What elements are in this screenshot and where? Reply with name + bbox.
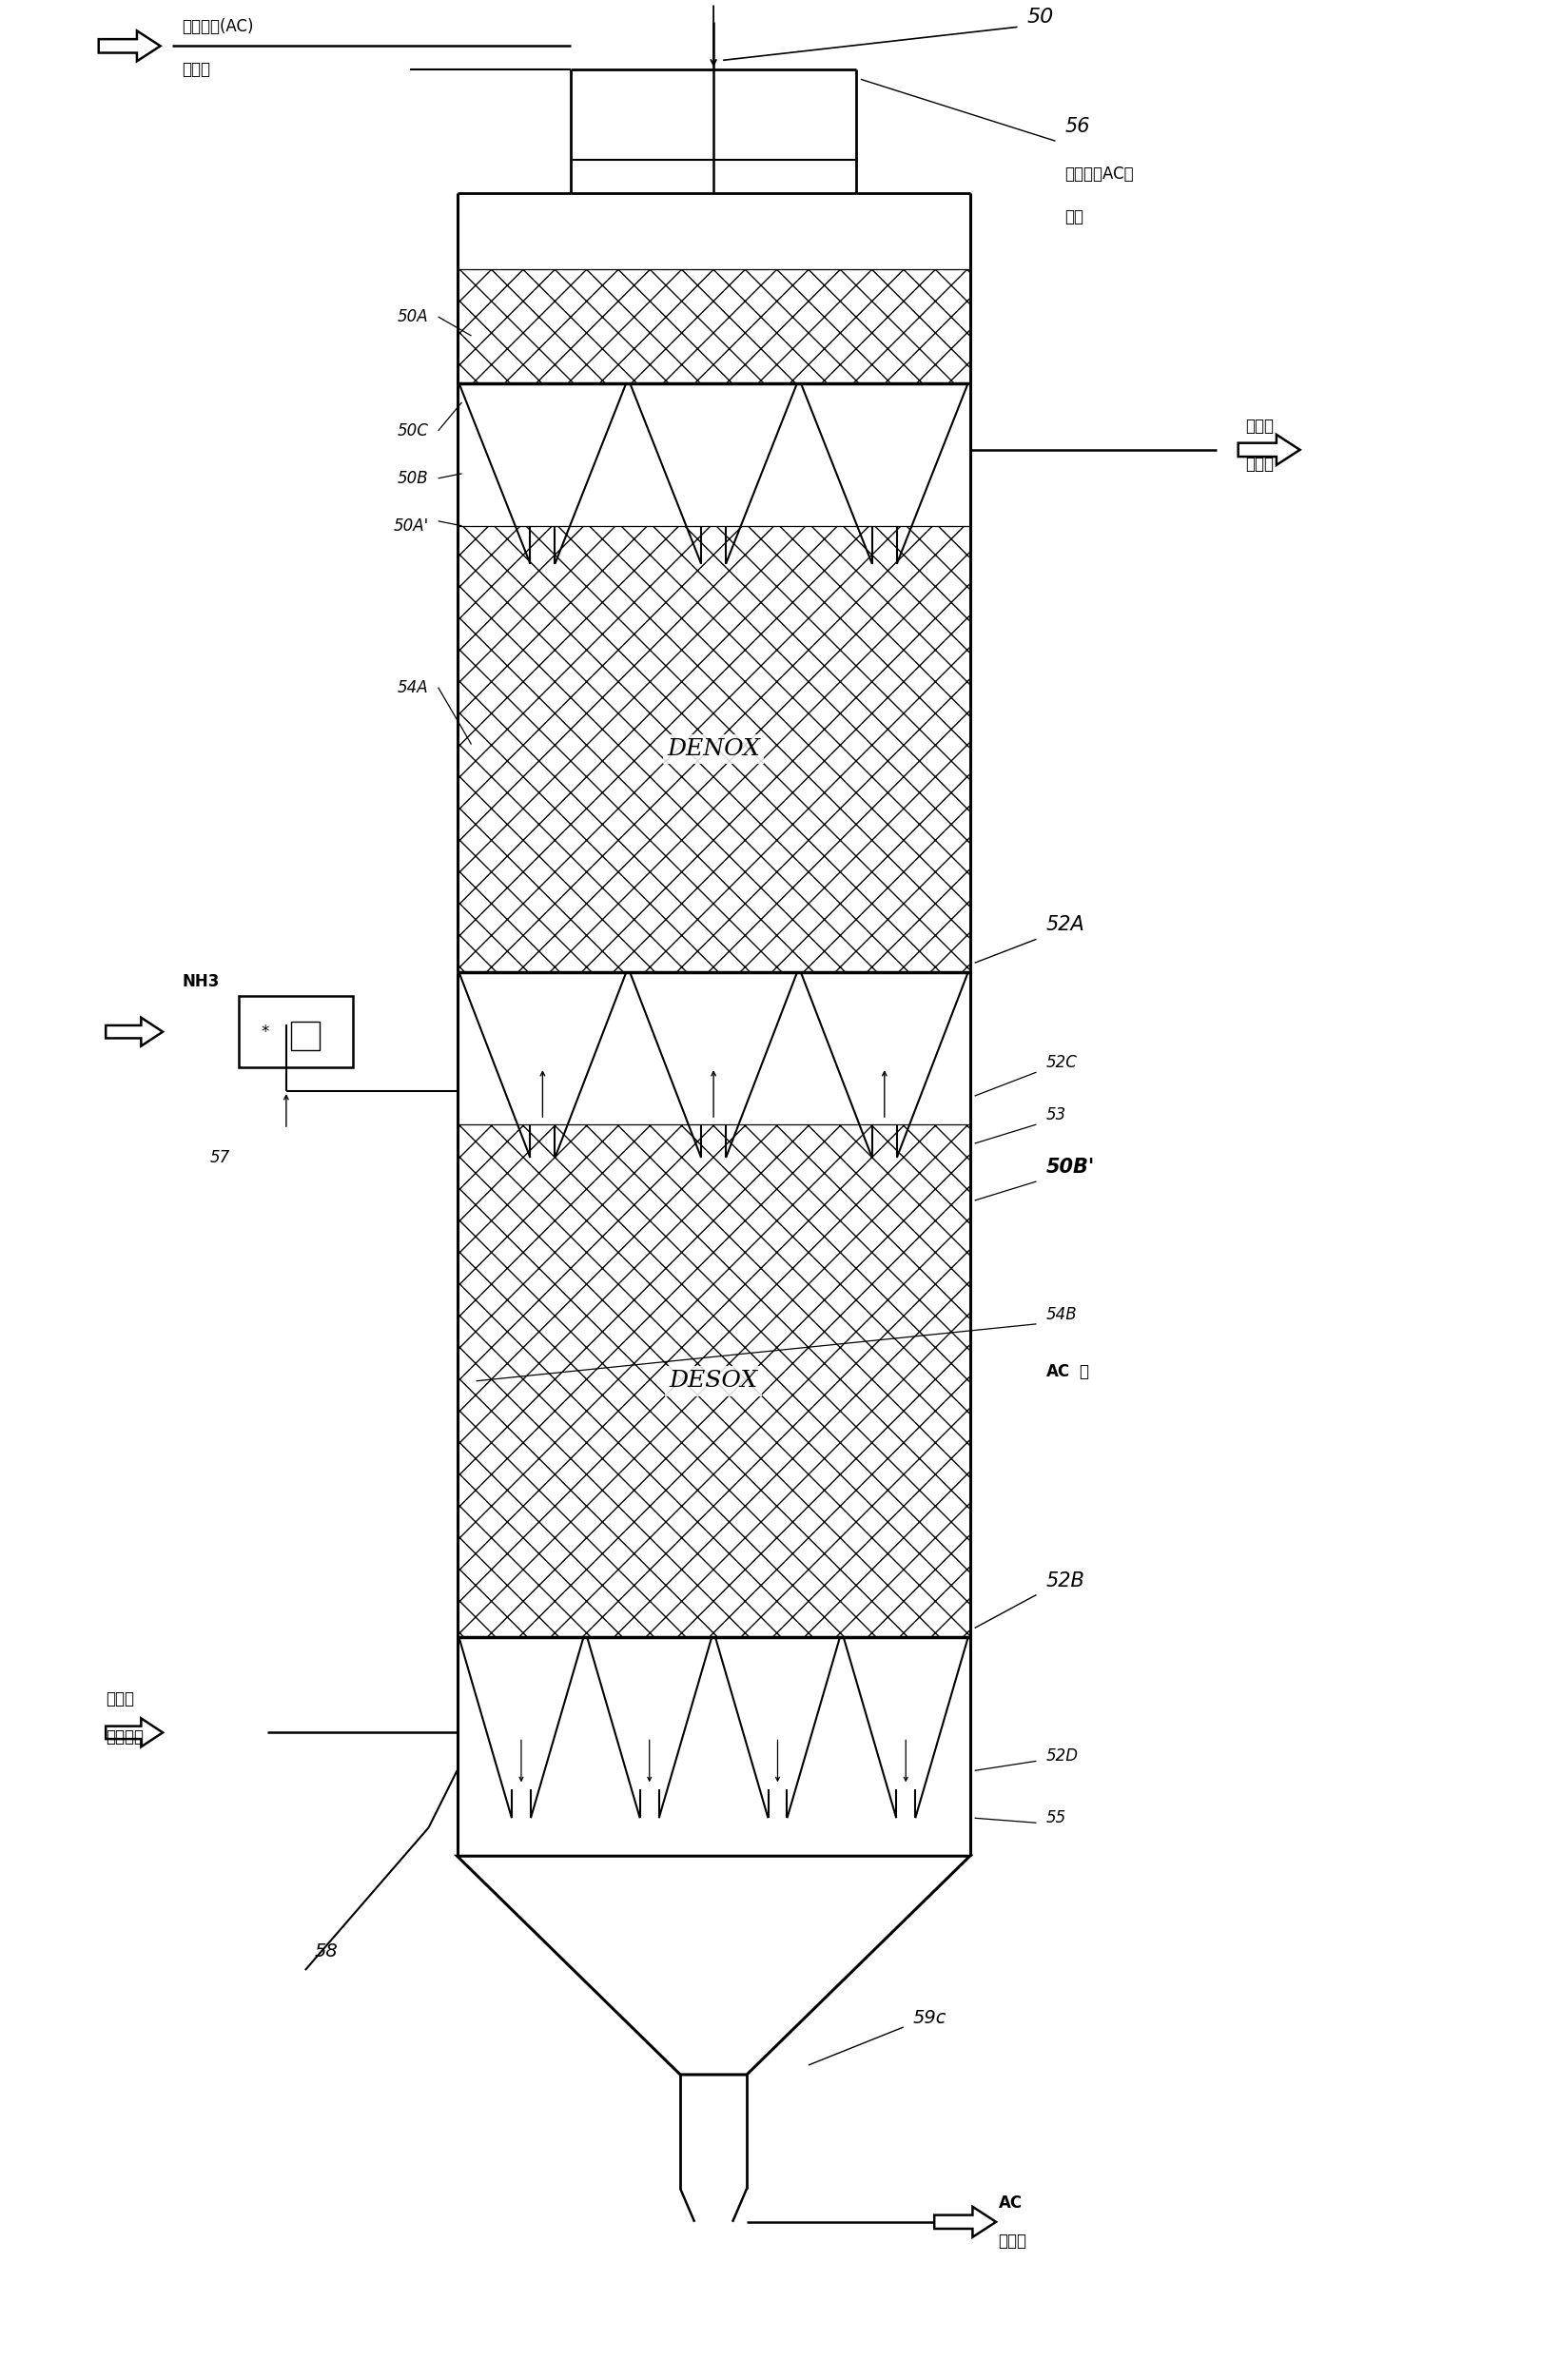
Bar xyxy=(458,1123,969,1637)
Text: 53: 53 xyxy=(1046,1107,1066,1123)
Text: 床: 床 xyxy=(1079,1364,1088,1380)
Text: 52B: 52B xyxy=(1046,1571,1085,1590)
Text: AC: AC xyxy=(999,2194,1022,2211)
Text: 干净的: 干净的 xyxy=(1245,455,1274,474)
Polygon shape xyxy=(458,1856,969,2075)
Text: 54B: 54B xyxy=(1046,1307,1077,1323)
Text: *: * xyxy=(262,1023,270,1040)
Text: 50A: 50A xyxy=(398,309,428,326)
Text: 52C: 52C xyxy=(1046,1054,1077,1071)
Text: 55: 55 xyxy=(1046,1809,1066,1825)
Text: 59c: 59c xyxy=(912,2009,946,2028)
Text: 活性焦炭(AC): 活性焦炭(AC) xyxy=(182,19,254,36)
Text: 57: 57 xyxy=(210,1150,231,1166)
Polygon shape xyxy=(1237,436,1301,464)
Polygon shape xyxy=(106,1718,163,1747)
Text: 52D: 52D xyxy=(1046,1747,1079,1766)
Bar xyxy=(458,526,969,973)
Text: 52A: 52A xyxy=(1046,916,1085,935)
Text: 被污染的: 被污染的 xyxy=(106,1728,143,1747)
Text: 烟道气: 烟道气 xyxy=(1245,416,1274,436)
Text: DESOX: DESOX xyxy=(669,1371,758,1392)
Text: 54A: 54A xyxy=(398,678,428,695)
Text: DENOX: DENOX xyxy=(667,738,760,759)
Bar xyxy=(291,1021,319,1050)
Text: AC: AC xyxy=(1046,1364,1069,1380)
Text: 负载的: 负载的 xyxy=(999,2232,1026,2249)
Bar xyxy=(239,997,353,1066)
Text: 50B': 50B' xyxy=(1046,1157,1094,1176)
Text: 新鲜的: 新鲜的 xyxy=(182,62,210,79)
Text: 含有新鲜AC的: 含有新鲜AC的 xyxy=(1065,167,1134,183)
Text: 50A': 50A' xyxy=(393,516,428,536)
Text: 58: 58 xyxy=(314,1942,337,1961)
Polygon shape xyxy=(99,31,160,62)
Text: 50B: 50B xyxy=(398,469,428,488)
Polygon shape xyxy=(106,1019,163,1047)
Text: 烟道气: 烟道气 xyxy=(106,1690,134,1709)
Text: 56: 56 xyxy=(1065,117,1089,136)
Polygon shape xyxy=(934,2206,995,2237)
Text: 料斗: 料斗 xyxy=(1065,209,1083,226)
Text: NH3: NH3 xyxy=(182,973,219,990)
Text: 50C: 50C xyxy=(398,421,428,440)
Text: 50: 50 xyxy=(1026,7,1054,26)
Bar xyxy=(458,269,969,383)
